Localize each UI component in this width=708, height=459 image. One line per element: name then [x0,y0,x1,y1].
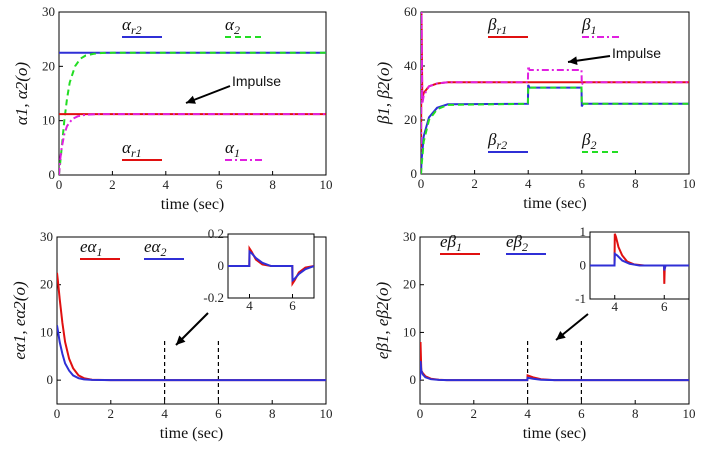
x-axis-label: time (sec) [160,425,224,442]
legend-label: eα1 [80,237,102,259]
arrow-head [556,330,566,340]
plot-frame [58,11,327,176]
legend-label: αr2 [122,15,142,37]
x-tick-label: 0 [417,406,424,421]
x-tick-label: 2 [108,406,115,421]
impulse-annotation: Impulse [232,73,281,89]
arrow-head [186,95,196,104]
series-β1 [421,12,689,174]
y-axis-label: β1, β2(o) [374,62,393,126]
legend-label: β2 [581,130,596,152]
y-tick-label: 20 [42,58,55,73]
y-tick-label: 30 [40,229,53,244]
legend-label: βr2 [487,130,507,152]
x-tick-label: 6 [216,177,223,192]
arrow-head [176,335,186,345]
x-tick-label: 4 [524,406,531,421]
chart-beta: 0 2 4 6 8 10 0 20 40 60 time (sec) β1, β2(o) βr1 β1 βr… [374,4,696,212]
y-tick-label: 20 [403,277,416,292]
legend-label: β1 [581,15,596,37]
y-tick-label: 20 [404,112,417,127]
x-tick-label: 10 [683,176,696,191]
x-axis-label: time (sec) [523,425,587,442]
series-α1 [59,113,326,175]
y-tick-label: 10 [403,324,416,339]
series-eα2 [57,325,326,382]
chart-alpha: 0 2 4 6 8 10 0 10 20 30 time (sec) α1, α2(o) αr2 α2 αr… [12,4,333,213]
y-tick-label: -0.2 [203,290,224,305]
series-α2 [59,51,326,175]
x-tick-label: 6 [661,299,668,314]
y-tick-label: 30 [42,4,55,19]
y-tick-label: 40 [404,58,417,73]
series-β2 [421,83,689,174]
x-tick-label: 4 [612,299,619,314]
y-tick-label: 0 [410,372,417,387]
legend-label: eβ1 [440,232,462,254]
x-tick-label: 2 [109,177,116,192]
plot-frame [419,236,690,405]
legend-label: α1 [225,138,240,160]
y-tick-label: 0 [47,372,54,387]
plot-frame [420,11,690,175]
legend-label: eβ2 [506,232,528,254]
x-tick-label: 4 [161,406,168,421]
x-axis-label: time (sec) [523,195,587,212]
series-eβ2 [590,251,689,271]
y-tick-label: 10 [42,113,55,128]
series-βr1 [421,12,689,174]
inset-ealpha: 4 6 0.2 0 -0.2 [203,226,315,313]
x-tick-label: 6 [578,406,585,421]
series-βr2 [421,84,689,174]
series-eβ2 [420,361,689,382]
y-axis-label: eβ1, eβ2(o) [373,281,392,359]
y-tick-label: 0 [411,166,418,181]
inset-ebeta: 4 6 1 0 -1 [575,224,690,314]
y-tick-label: -1 [575,291,586,306]
y-tick-label: 0 [218,258,225,273]
x-tick-label: 4 [525,176,532,191]
x-tick-label: 8 [269,177,276,192]
x-tick-label: 8 [632,406,639,421]
x-tick-label: 10 [683,406,696,421]
legend-label: eα2 [144,237,166,259]
x-axis-label: time (sec) [161,196,225,213]
x-tick-label: 10 [320,177,333,192]
y-tick-label: 1 [580,224,587,239]
chart-ealpha: 0 2 4 6 8 10 0 10 20 30 time (sec) eα1, eα2(o) eα1 eα… [10,226,333,442]
series-eβ1 [420,341,689,382]
legend-label: αr1 [122,138,142,160]
arrow-head [568,56,578,66]
y-tick-label: 0 [49,167,56,182]
x-tick-label: 8 [269,406,276,421]
x-tick-label: 6 [289,298,296,313]
legend-label: α2 [225,15,240,37]
x-tick-label: 0 [418,176,425,191]
y-tick-label: 30 [403,229,416,244]
x-tick-label: 10 [320,406,333,421]
y-tick-label: 10 [40,324,53,339]
series-eα2 [228,249,314,283]
x-tick-label: 8 [632,176,639,191]
impulse-annotation: Impulse [612,45,661,61]
x-tick-label: 4 [163,177,170,192]
x-tick-label: 4 [246,298,253,313]
y-axis-label: eα1, eα2(o) [10,281,29,360]
y-tick-label: 20 [40,277,53,292]
y-tick-label: 0 [580,258,587,273]
y-axis-label: α1, α2(o) [12,62,31,126]
x-tick-label: 0 [56,177,63,192]
plot-frame [56,236,327,405]
y-tick-label: 0.2 [208,226,224,241]
x-tick-label: 2 [471,176,478,191]
x-tick-label: 6 [215,406,222,421]
x-tick-label: 0 [54,406,61,421]
legend-label: βr1 [487,15,507,37]
x-tick-label: 6 [579,176,586,191]
y-tick-label: 60 [404,4,417,19]
x-tick-label: 2 [471,406,478,421]
